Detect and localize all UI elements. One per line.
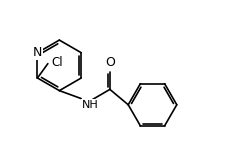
Text: NH: NH [82,99,99,109]
Text: N: N [33,46,42,59]
Text: O: O [105,56,115,69]
Text: Cl: Cl [51,56,63,69]
